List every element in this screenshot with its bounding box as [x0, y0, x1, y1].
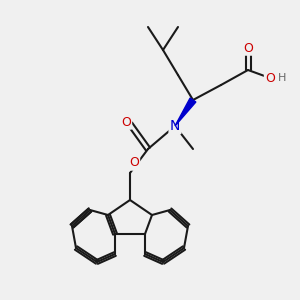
Text: H: H	[278, 73, 286, 83]
Polygon shape	[175, 98, 196, 126]
Text: O: O	[129, 157, 139, 169]
Text: O: O	[265, 71, 275, 85]
Text: N: N	[170, 119, 180, 133]
Text: O: O	[243, 41, 253, 55]
Text: O: O	[121, 116, 131, 128]
